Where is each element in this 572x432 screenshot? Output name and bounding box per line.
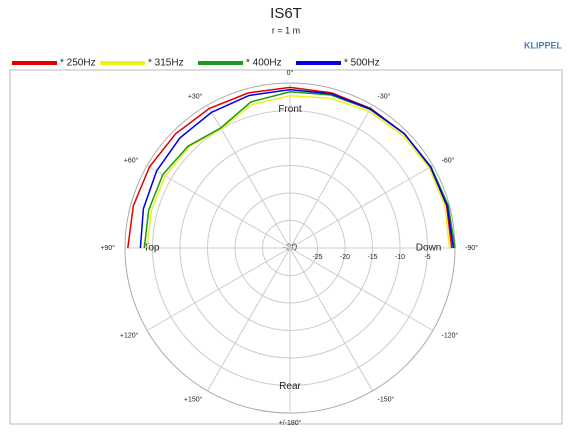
theta-tick-label: +30°: [188, 92, 203, 100]
annotation: Rear: [279, 381, 301, 392]
legend-label: * 400Hz: [246, 58, 282, 69]
series-line: [146, 94, 451, 249]
brand: KLIPPEL: [524, 40, 563, 50]
series-line: [143, 91, 456, 249]
theta-tick-label: +90°: [100, 244, 115, 252]
series-line: [139, 88, 455, 249]
theta-tick-label: 0°: [287, 69, 294, 77]
theta-tick-label: +120°: [120, 331, 139, 339]
theta-tick-label: +150°: [184, 395, 203, 403]
theta-tick-label: -30°: [378, 92, 391, 100]
chart-title: IS6T: [270, 5, 302, 22]
grid-spoke: [207, 247, 291, 392]
grid-spoke: [146, 165, 291, 249]
annotation: Top: [143, 243, 160, 254]
annotation: Front: [278, 104, 302, 115]
r-tick-label: -15: [367, 254, 377, 261]
theta-tick-label: -120°: [442, 331, 459, 339]
r-tick-label: -10: [395, 254, 405, 261]
annotation: Down: [416, 243, 442, 254]
legend-label: * 315Hz: [148, 58, 184, 69]
grid-spoke: [146, 247, 291, 331]
legend-label: * 500Hz: [344, 58, 380, 69]
r-tick-label: -20: [340, 254, 350, 261]
theta-tick-label: +/-180°: [279, 419, 302, 427]
legend-label: * 250Hz: [60, 58, 96, 69]
r-tick-label: -5: [424, 254, 430, 261]
grid-spoke: [289, 247, 373, 392]
grid-spoke: [289, 104, 373, 249]
theta-tick-label: -150°: [378, 395, 395, 403]
chart-subtitle: r = 1 m: [272, 25, 300, 35]
grid-spoke: [207, 104, 291, 249]
plot-frame: [9, 69, 563, 425]
grid-spoke: [289, 165, 434, 249]
grid-spoke: [289, 247, 434, 331]
r-tick-label: -25: [312, 254, 322, 261]
theta-tick-label: +60°: [124, 156, 139, 164]
theta-tick-label: -60°: [442, 156, 455, 164]
theta-tick-label: -90°: [465, 244, 478, 252]
